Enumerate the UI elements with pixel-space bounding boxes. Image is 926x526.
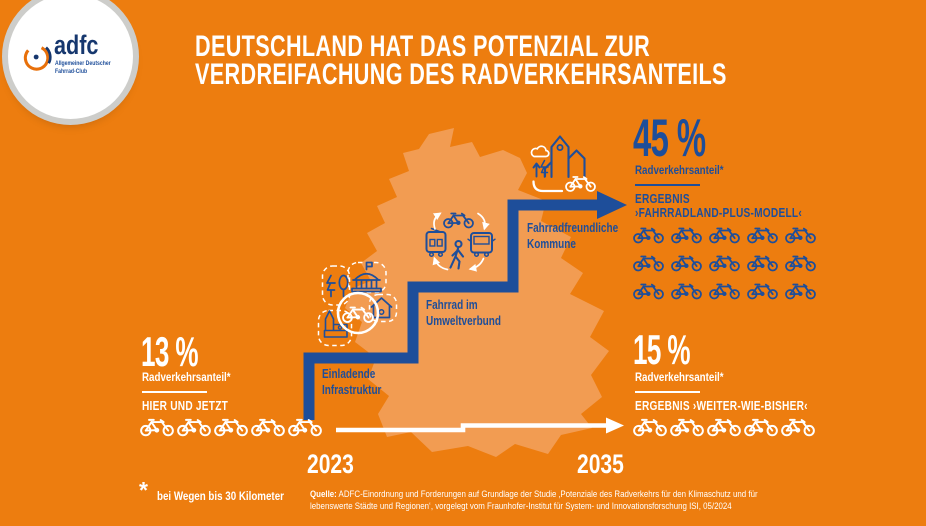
step3-label: Fahrradfreundliche Kommune <box>527 221 619 251</box>
kommune-icon <box>530 135 596 193</box>
pedestrian-icon <box>449 239 465 270</box>
bau-caption: ERGEBNIS ›WEITER-WIE-BISHER‹ <box>635 398 808 413</box>
plus-bike-grid <box>633 225 833 300</box>
bike-icon <box>251 416 285 437</box>
now-value: 13 % <box>141 328 198 375</box>
bike-icon <box>140 416 174 437</box>
infrastruktur-icon <box>317 261 398 347</box>
bau-value: 15 % <box>633 326 690 373</box>
bike-icon <box>670 416 704 437</box>
bike-icon <box>709 281 740 300</box>
bike-icon <box>747 253 778 272</box>
bike-icon <box>633 253 664 272</box>
source-line1: ADFC-Einordnung und Forderungen auf Grun… <box>338 489 758 499</box>
adfc-wheel-icon <box>23 45 52 71</box>
cycle-arrows-icon <box>432 212 490 272</box>
adfc-subtitle: Allgemeiner Deutscher Fahrrad-Club <box>55 60 111 75</box>
title-line1: DEUTSCHLAND HAT DAS POTENZIAL ZUR <box>195 30 651 63</box>
bike-icon <box>214 416 248 437</box>
bike-icon <box>288 416 322 437</box>
bike-icon <box>671 225 702 244</box>
bau-label: Radverkehrsanteil* <box>635 372 724 384</box>
source-label: Quelle: <box>310 489 337 499</box>
bike-icon <box>744 416 778 437</box>
footnote-asterisk: * <box>139 477 148 503</box>
bike-icon <box>565 176 596 192</box>
bus-icon <box>467 232 496 258</box>
footnote-text: bei Wegen bis 30 Kilometer <box>157 491 284 503</box>
timeline-start-year: 2023 <box>307 449 354 479</box>
bike-icon <box>633 281 664 300</box>
plus-label: Radverkehrsanteil* <box>635 165 724 177</box>
source-note: Quelle: ADFC-Einordnung und Forderungen … <box>310 489 786 512</box>
bau-divider <box>635 391 700 393</box>
step2-label: Fahrrad im Umweltverbund <box>426 298 502 328</box>
source-line2: lebenswerte Städte und Regionen‘, vorgel… <box>310 500 732 511</box>
up-arrow-icon <box>532 162 541 178</box>
plus-caption-line1: ERGEBNIS <box>635 191 690 206</box>
bike-icon <box>747 225 778 244</box>
cloud-icon <box>530 145 550 158</box>
bike-icon <box>177 416 211 437</box>
adfc-logo: adfc Allgemeiner Deutscher Fahrrad-Club <box>8 0 133 119</box>
ground-swoosh <box>532 180 564 193</box>
church-icon <box>323 310 348 338</box>
bike-icon <box>671 281 702 300</box>
title-line2: VERDREIFACHUNG DES RADVERKEHRSANTEILS <box>195 58 727 91</box>
bike-icon <box>707 416 741 437</box>
bike-icon <box>633 416 667 437</box>
pine-tree-icon <box>540 159 549 178</box>
timeline-arrow <box>336 417 624 434</box>
plus-value: 45 % <box>633 109 706 168</box>
town-hall-icon <box>351 261 382 293</box>
bike-icon <box>671 253 702 272</box>
timeline-end-year: 2035 <box>577 449 624 479</box>
staircase-arrow <box>303 191 627 420</box>
plus-caption-line2: ›FAHRRADLAND-PLUS-MODELL‹ <box>635 205 802 220</box>
pine-tree-icon <box>326 274 336 298</box>
now-bike-row <box>140 416 322 437</box>
step1-label: Einladende Infrastruktur <box>322 367 382 397</box>
now-divider <box>142 391 207 393</box>
bike-icon <box>785 281 816 300</box>
now-label: Radverkehrsanteil* <box>142 372 231 384</box>
tram-icon <box>425 227 447 258</box>
bike-icon <box>785 225 816 244</box>
bike-circle-badge <box>336 291 380 335</box>
adfc-wordmark: adfc <box>54 30 99 60</box>
bike-icon <box>785 253 816 272</box>
bike-icon <box>781 416 815 437</box>
bike-icon <box>633 225 664 244</box>
bau-bike-row <box>633 416 815 437</box>
bike-icon <box>709 225 740 244</box>
umweltverbund-icon <box>425 212 496 272</box>
now-caption: HIER UND JETZT <box>142 398 229 413</box>
tree-icon <box>338 274 349 291</box>
bike-icon <box>709 253 740 272</box>
page-title: DEUTSCHLAND HAT DAS POTENZIAL ZUR VERDRE… <box>195 30 727 91</box>
bike-icon <box>747 281 778 300</box>
plus-divider <box>635 184 700 186</box>
